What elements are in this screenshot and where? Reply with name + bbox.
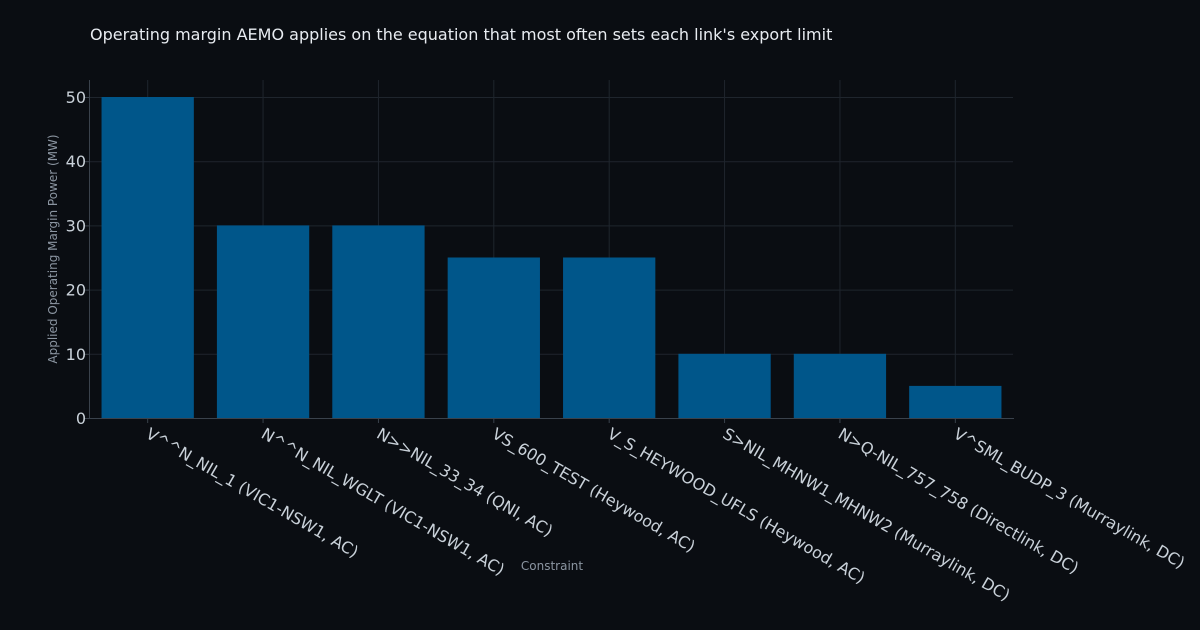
- y-tick-label: 40: [66, 152, 86, 171]
- y-tick-label: 50: [66, 88, 86, 107]
- y-tick-labels: 0 10 20 30 40 50: [66, 88, 90, 428]
- y-tick-label: 0: [76, 409, 86, 428]
- x-tick-label: VS_600_TEST (Heywood, AC): [488, 424, 698, 557]
- chart-title: Operating margin AEMO applies on the equ…: [90, 25, 832, 44]
- bars: [101, 97, 1002, 418]
- y-tick-label: 10: [66, 345, 86, 364]
- x-tick-label: V^SML_BUDP_3 (Murraylink, DC): [950, 424, 1188, 573]
- axes: [89, 80, 1014, 419]
- y-axis-title: Applied Operating Margin Power (MW): [46, 134, 60, 363]
- bar: [101, 97, 194, 418]
- x-tick-labels: V^^N_NIL_1 (VIC1-NSW1, AC)N^^N_NIL_WGLT …: [142, 418, 1188, 606]
- bar: [447, 257, 540, 418]
- x-axis-title: Constraint: [521, 559, 584, 573]
- bar: [216, 225, 310, 418]
- bar: [678, 353, 771, 418]
- y-tick-label: 30: [66, 216, 86, 235]
- bar: [793, 353, 887, 418]
- y-tick-label: 20: [66, 281, 86, 300]
- bar: [332, 225, 425, 418]
- bar: [563, 257, 656, 418]
- x-tick-label: N^^N_NIL_WGLT (VIC1-NSW1, AC): [258, 424, 508, 580]
- x-tick-label: V^^N_NIL_1 (VIC1-NSW1, AC): [142, 424, 362, 562]
- bar: [909, 385, 1002, 418]
